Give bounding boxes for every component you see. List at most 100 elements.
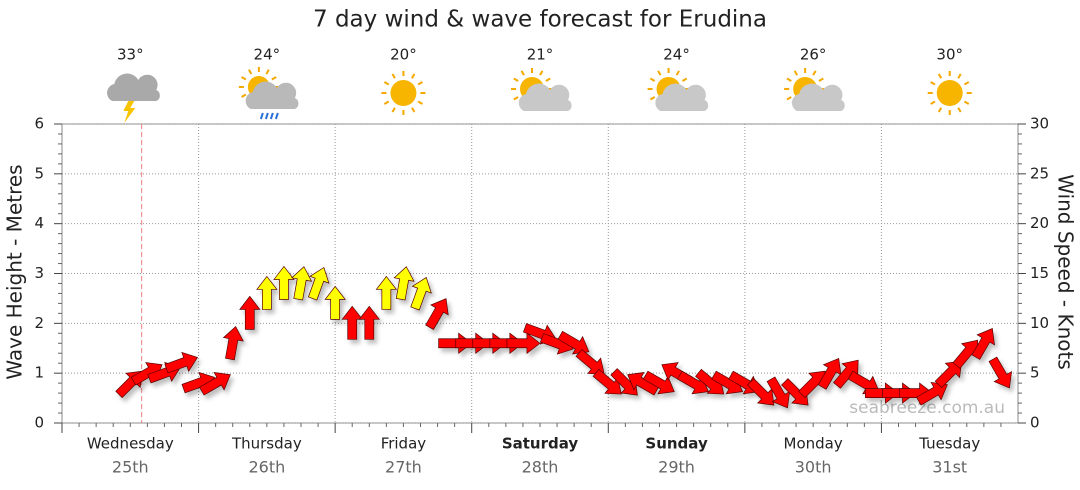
sun-ray — [786, 77, 792, 82]
wind-arrow — [239, 295, 261, 330]
wind-arrow — [627, 372, 660, 396]
wind-arrow — [273, 265, 295, 300]
sun-ray — [957, 73, 962, 79]
weather-icon — [927, 71, 972, 115]
cloud — [655, 83, 709, 111]
wind-arrow — [222, 325, 244, 361]
day-label: Wednesday — [87, 435, 174, 453]
rain-drop — [269, 112, 274, 120]
sun-ray — [957, 107, 962, 113]
sun-ray — [391, 73, 396, 79]
y-tick-label: 2 — [34, 314, 44, 332]
day-label: Monday — [784, 435, 843, 453]
y2-tick-label: 5 — [1030, 364, 1040, 382]
wind-arrow — [865, 382, 900, 404]
temperature: 24° — [663, 46, 690, 64]
y2-tick-label: 30 — [1030, 115, 1049, 133]
y2-tick-label: 0 — [1030, 414, 1040, 432]
y-tick-label: 6 — [34, 115, 44, 133]
day-label: Tuesday — [918, 435, 980, 453]
weather-icon — [511, 68, 572, 111]
sun — [936, 80, 963, 106]
temperature: 30° — [936, 46, 963, 64]
wind-arrow — [455, 332, 490, 354]
sun-ray — [271, 76, 277, 81]
sun-ray — [818, 77, 824, 82]
wind-arrow — [199, 372, 231, 396]
sun-ray — [417, 100, 423, 105]
sun-ray — [411, 73, 416, 79]
sun-ray — [247, 69, 253, 75]
sun-ray — [383, 100, 390, 105]
sun-ray — [539, 70, 544, 76]
y2-tick-label: 15 — [1030, 264, 1049, 282]
wind-arrow — [256, 275, 278, 310]
sun-ray — [241, 93, 247, 98]
sun-ray — [265, 69, 270, 75]
wind-arrow — [934, 360, 963, 389]
sun-ray — [241, 76, 247, 81]
wind-arrow — [489, 332, 524, 354]
weather-icon — [107, 73, 160, 123]
y-axis-label: Wave Height - Metres — [3, 164, 27, 379]
sun-ray — [520, 70, 525, 76]
sun — [390, 80, 417, 106]
sun-ray — [681, 77, 688, 82]
y-tick-label: 4 — [34, 214, 44, 232]
rain-drop — [264, 112, 269, 120]
sun-ray — [786, 96, 792, 101]
day-label: Saturday — [502, 435, 579, 453]
wind-arrow — [988, 356, 1013, 389]
sun-ray — [657, 70, 662, 76]
sun-ray — [937, 107, 943, 113]
y-tick-label: 3 — [34, 264, 44, 282]
sun-ray — [391, 107, 396, 113]
rain-drop — [274, 112, 279, 120]
day-label: Thursday — [231, 435, 302, 453]
sun-ray — [675, 70, 680, 76]
wind-arrow — [847, 370, 880, 395]
sun-ray — [812, 70, 817, 76]
temperature: 33° — [117, 46, 144, 64]
wind-arrow — [472, 332, 507, 354]
sun-ray — [963, 81, 970, 86]
wind-arrow — [393, 266, 415, 301]
sun-ray — [649, 77, 656, 82]
day-label: Friday — [381, 435, 427, 453]
sun-ray — [545, 77, 551, 82]
y-tick-label: 5 — [34, 164, 44, 182]
weather-icon — [381, 71, 426, 115]
wind-arrow — [916, 381, 948, 406]
sun-ray — [930, 100, 936, 105]
wind-arrow — [971, 328, 995, 360]
rain-drop — [259, 112, 264, 120]
sun-ray — [411, 107, 416, 113]
wind-arrow — [746, 378, 775, 406]
wind-arrow — [557, 330, 590, 355]
wind-arrow — [506, 332, 541, 354]
y-tick-label: 1 — [34, 364, 44, 382]
wind-arrow — [358, 305, 380, 340]
cloud — [518, 83, 572, 111]
sun-ray — [937, 73, 943, 79]
temperature: 26° — [800, 46, 827, 64]
temperature: 21° — [527, 46, 554, 64]
sun-ray — [513, 77, 519, 82]
lightning — [123, 101, 136, 123]
weather-icon — [647, 68, 709, 111]
date-label: 25th — [112, 458, 149, 477]
watermark: seabreeze.com.au — [849, 398, 1005, 418]
weather-icon — [238, 67, 299, 120]
sun-ray — [963, 100, 970, 105]
date-label: 27th — [385, 458, 422, 477]
y2-tick-label: 20 — [1030, 214, 1049, 232]
cloud — [791, 83, 845, 111]
wind-arrow — [882, 382, 917, 404]
weather-icon — [784, 68, 845, 111]
wind-arrow — [425, 298, 449, 330]
wind-arrow — [324, 285, 346, 320]
wind-arrow — [410, 276, 432, 311]
date-label: 26th — [248, 458, 285, 477]
cloud — [107, 73, 160, 101]
